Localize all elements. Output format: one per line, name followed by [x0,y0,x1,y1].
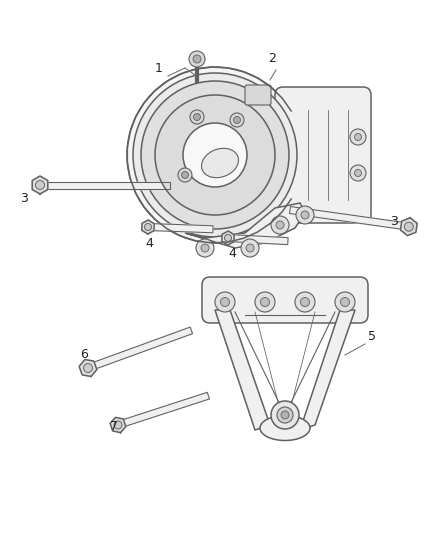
Circle shape [196,239,214,257]
Polygon shape [87,327,193,372]
Polygon shape [290,206,410,230]
Text: 4: 4 [145,237,153,250]
Polygon shape [228,235,288,245]
Circle shape [194,114,201,120]
Circle shape [350,129,366,145]
Text: 6: 6 [80,348,88,361]
Circle shape [404,222,413,231]
Circle shape [114,421,122,429]
Circle shape [295,292,315,312]
Circle shape [276,221,284,229]
FancyBboxPatch shape [202,277,368,323]
Text: 5: 5 [368,330,376,343]
Polygon shape [79,360,97,376]
Circle shape [354,169,361,176]
Circle shape [241,239,259,257]
Circle shape [301,211,309,219]
Polygon shape [32,176,48,194]
Polygon shape [142,220,154,234]
Circle shape [190,110,204,124]
Circle shape [281,411,289,419]
Text: 1: 1 [155,62,163,75]
Polygon shape [185,203,305,248]
Circle shape [127,67,303,243]
Circle shape [255,292,275,312]
Circle shape [145,223,152,230]
Circle shape [296,206,314,224]
Text: 2: 2 [268,52,276,65]
Circle shape [215,292,235,312]
Circle shape [230,113,244,127]
Ellipse shape [201,148,238,177]
Circle shape [181,172,188,179]
Circle shape [35,181,45,190]
Circle shape [133,73,297,237]
Text: 3: 3 [390,215,398,228]
Circle shape [183,123,247,187]
Circle shape [354,133,361,141]
Circle shape [246,244,254,252]
Polygon shape [148,223,213,233]
Circle shape [350,165,366,181]
Circle shape [225,235,232,241]
Text: 4: 4 [228,247,236,260]
Circle shape [271,216,289,234]
Circle shape [189,51,205,67]
Circle shape [155,95,275,215]
Circle shape [300,297,310,306]
Polygon shape [300,310,355,430]
Text: 3: 3 [20,192,28,205]
Polygon shape [215,310,270,430]
Circle shape [271,401,299,429]
Circle shape [233,117,240,124]
Circle shape [277,407,293,423]
Circle shape [201,244,209,252]
Text: 7: 7 [110,420,118,433]
Circle shape [178,168,192,182]
Circle shape [261,297,269,306]
Polygon shape [110,417,126,433]
Ellipse shape [260,416,310,440]
FancyBboxPatch shape [245,85,271,105]
Circle shape [193,55,201,63]
Circle shape [220,297,230,306]
Circle shape [335,292,355,312]
Polygon shape [222,231,234,245]
Circle shape [340,297,350,306]
Polygon shape [40,182,170,189]
Circle shape [141,81,289,229]
Polygon shape [117,392,209,429]
FancyBboxPatch shape [275,87,371,223]
Circle shape [84,364,92,373]
Polygon shape [400,218,417,236]
